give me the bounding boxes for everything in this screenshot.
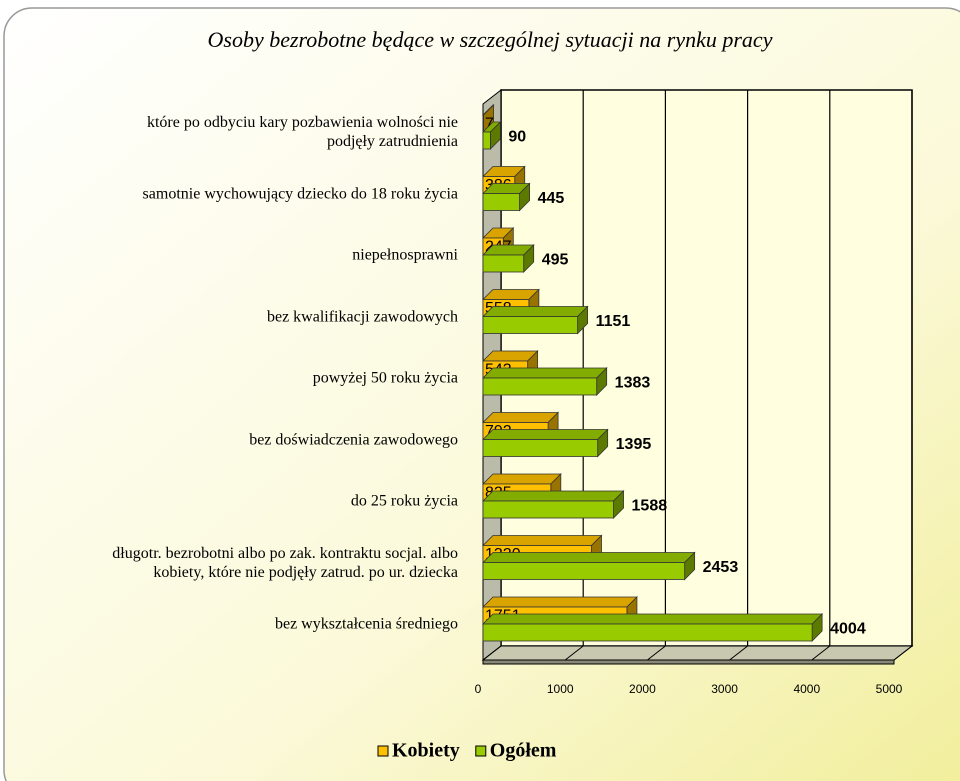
data-label: 90 [508,129,526,146]
bar-top [482,412,560,423]
bar-top [482,473,562,485]
bar-front [482,377,598,396]
bar-front [482,114,484,133]
y-tick-label: bez kwalifikacji zawodowych [266,308,458,325]
data-label: 1395 [616,436,652,453]
y-tick-label: do 25 roku życia [350,492,458,510]
data-label: 2453 [703,559,739,576]
x-tick-label: 5000 [876,682,903,696]
legend-swatch [475,745,487,757]
grid-line-floor [811,645,831,661]
bar [482,428,609,458]
data-label: 4004 [830,621,866,638]
bar-front [482,623,813,642]
grid-line-floor [729,645,748,661]
bar-top [482,429,609,440]
data-label: 1588 [632,498,668,515]
bar-front [482,131,491,150]
bar-top [482,490,625,502]
bar [482,613,824,642]
grid-line-floor [482,645,502,661]
data-label: 7 [485,116,494,133]
y-tick-label: bez wykształcenia średniego [274,615,458,633]
data-label: 445 [538,190,565,207]
y-tick-label: samotnie wychowujący dziecko do 18 roku … [142,185,458,202]
bar-front [482,254,525,273]
grid-line-floor [893,645,913,661]
bar-front [482,500,614,519]
chart-title: Osoby bezrobotne będące w szczególnej sy… [208,27,773,52]
bar-front [482,439,599,457]
bar [482,121,502,150]
x-tick-label: 0 [475,682,482,696]
x-tick-label: 3000 [711,682,738,696]
bar [482,244,535,273]
legend-label: Ogółem [490,740,557,762]
floor [481,645,914,661]
y-tick-label: bez doświadczenia zawodowego [249,431,458,448]
floor-edge [482,659,895,665]
bar [482,551,696,581]
bar-top [482,596,638,608]
bar [482,490,625,519]
x-tick-label: 4000 [793,682,820,696]
bar-top [482,535,603,546]
bar-top [482,552,696,563]
bar-front [482,316,579,334]
bar [482,367,608,396]
data-label: 1151 [596,313,631,330]
bar [482,305,589,335]
data-label: 1383 [615,375,651,392]
legend-swatch [377,745,389,757]
data-label: 495 [542,252,569,269]
y-tick-label: które po odbyciu kary pozbawienia wolnoś… [146,114,458,150]
y-tick-label: długotr. bezrobotni albo po zak. kontrak… [112,544,458,581]
bar-top [482,613,824,625]
y-tick-label: powyżej 50 roku życia [312,369,458,387]
bar-front [482,193,520,211]
bar [482,182,531,212]
y-tick-label: niepełnosprawni [352,246,458,264]
x-tick-label: 1000 [547,682,574,696]
grid-line-floor [564,645,584,661]
x-tick-label: 2000 [629,682,656,696]
bar-top [482,306,589,317]
bar-top [482,367,608,379]
grid-line-floor [647,645,666,661]
legend-label: Kobiety [392,740,460,762]
bar-front [482,562,686,580]
